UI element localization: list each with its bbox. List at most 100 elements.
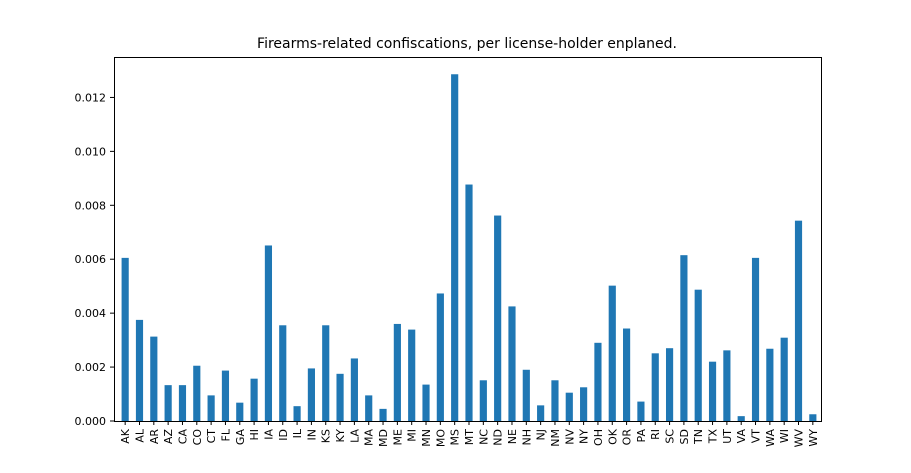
bar-mt [465, 184, 473, 421]
x-tick-label-oh: OH [592, 429, 605, 446]
x-tick-label-pa: PA [635, 429, 648, 443]
chart-title: Firearms-related confiscations, per lice… [257, 36, 677, 52]
x-tick-label-ct: CT [205, 429, 218, 444]
bar-al [135, 319, 144, 421]
x-tick-label-mt: MT [463, 429, 476, 445]
bar-ky [336, 373, 344, 421]
bar-wa [766, 348, 774, 421]
x-tick-label-sc: SC [664, 429, 677, 444]
x-tick-label-ri: RI [649, 429, 662, 440]
bars-group [121, 74, 817, 422]
bar-ny [580, 387, 588, 421]
bar-nh [522, 369, 530, 421]
x-tick-label-nv: NV [563, 429, 576, 445]
x-tick-label-ny: NY [578, 429, 591, 444]
bar-mi [408, 329, 416, 421]
bar-ne [508, 306, 516, 421]
bar-ak [121, 257, 129, 421]
x-tick-label-nc: NC [477, 429, 490, 445]
bar-md [379, 408, 387, 421]
bar-ar [150, 336, 158, 421]
x-tick-label-va: VA [735, 429, 748, 444]
y-tick-label: 0.000 [75, 415, 107, 428]
bar-or [623, 328, 631, 421]
bar-nd [494, 215, 502, 421]
bar-wi [780, 337, 788, 421]
bar-ut [723, 350, 731, 421]
x-tick-label-wv: WV [793, 429, 806, 448]
x-tick-label-in: IN [305, 429, 318, 440]
x-tick-label-vt: VT [750, 429, 763, 444]
x-tick-label-ms: MS [449, 429, 462, 445]
bar-ks [322, 325, 330, 421]
x-tick-label-nm: NM [549, 429, 562, 447]
bar-me [393, 323, 401, 421]
bar-ga [236, 402, 244, 421]
x-tick-label-nd: ND [492, 429, 505, 446]
x-tick-label-id: ID [277, 429, 290, 441]
x-tick-label-or: OR [621, 429, 634, 446]
x-tick-label-me: ME [391, 429, 404, 445]
bar-nm [551, 380, 559, 421]
x-tick-label-ne: NE [506, 429, 519, 444]
x-tick-label-mi: MI [406, 429, 419, 442]
bar-mo [436, 293, 444, 421]
x-tick-label-ar: AR [148, 429, 161, 445]
bar-ms [451, 74, 459, 422]
bar-fl [221, 370, 230, 421]
x-tick-label-al: AL [133, 428, 146, 443]
bar-ri [651, 353, 659, 421]
bar-ct [207, 395, 215, 421]
bar-ia [264, 245, 273, 421]
bar-nv [565, 392, 573, 421]
bar-in [307, 368, 315, 421]
bar-az [164, 385, 172, 421]
bar-la [350, 358, 358, 421]
x-tick-label-ia: IA [262, 429, 275, 440]
plot-frame [114, 57, 822, 422]
y-axis: 0.000 0.002 0.004 0.006 0.008 0.010 0.012 [75, 91, 114, 428]
bar-ma [365, 395, 373, 421]
bar-tx [708, 361, 717, 421]
x-tick-label-nj: NJ [535, 429, 548, 440]
x-tick-label-tx: TX [707, 429, 720, 445]
bar-wv [794, 220, 803, 421]
x-tick-label-hi: HI [248, 429, 261, 441]
y-tick-label: 0.004 [75, 307, 107, 320]
x-tick-label-fl: FL [219, 428, 232, 441]
bar-ca [178, 385, 187, 421]
x-tick-label-ma: MA [363, 429, 376, 446]
x-tick-label-az: AZ [162, 429, 175, 445]
bar-co [193, 365, 201, 421]
x-tick-label-tn: TN [692, 429, 705, 445]
x-tick-label-ok: OK [606, 428, 619, 445]
x-tick-label-ut: UT [721, 429, 734, 444]
x-tick-label-il: IL [291, 428, 304, 438]
x-tick-label-ca: CA [176, 429, 189, 445]
y-tick-label: 0.008 [75, 199, 107, 212]
y-tick-label: 0.012 [75, 91, 107, 104]
bar-id [279, 325, 287, 421]
bar-pa [637, 401, 645, 421]
y-tick-label: 0.002 [75, 361, 107, 374]
x-tick-label-nh: NH [520, 429, 533, 446]
x-tick-label-wa: WA [764, 429, 777, 447]
bar-oh [594, 342, 602, 421]
bar-vt [751, 257, 760, 421]
x-tick-label-wy: WY [807, 429, 820, 447]
x-axis: AK AL AR AZ CA CO CT FL GA HI IA ID IL IN KS KY LA MA MD ME… [119, 421, 820, 447]
x-tick-label-mo: MO [434, 429, 447, 447]
bar-il [293, 406, 301, 421]
bar-sc [665, 348, 674, 421]
x-tick-label-wi: WI [778, 429, 791, 443]
bar-va [737, 416, 745, 421]
x-tick-label-la: LA [348, 429, 361, 443]
x-tick-label-ga: GA [234, 429, 247, 446]
bar-ok [608, 285, 616, 421]
x-tick-label-sd: SD [678, 429, 691, 444]
bar-hi [250, 378, 258, 421]
x-tick-label-mn: MN [420, 429, 433, 447]
x-tick-label-md: MD [377, 429, 390, 447]
bar-sd [680, 255, 688, 421]
x-tick-label-ak: AK [119, 428, 132, 444]
